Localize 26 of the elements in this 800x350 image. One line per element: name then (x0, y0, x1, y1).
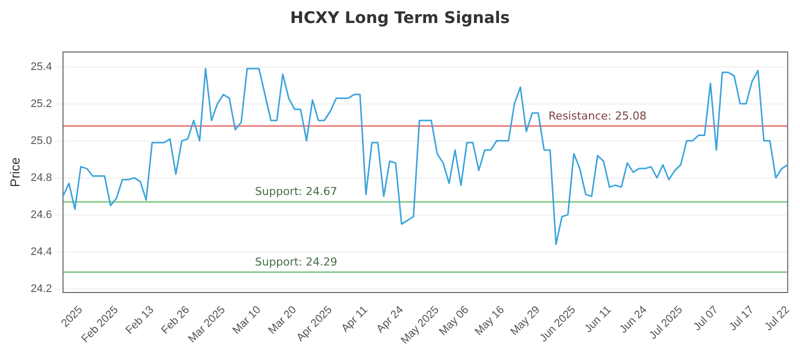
x-tick-label: Feb 13 (124, 304, 156, 337)
ref-line-label: Resistance: 25.08 (548, 109, 646, 122)
x-tick-label: Jun 11 (582, 304, 614, 336)
ref-line-label: Support: 24.29 (255, 256, 338, 269)
y-axis-title: Price (7, 157, 22, 188)
x-tick-label: Feb 26 (159, 304, 192, 337)
ref-line-label: Support: 24.67 (255, 185, 338, 198)
x-tick-label: May 06 (437, 304, 472, 338)
x-tick-label: Jul 22 (762, 304, 792, 334)
x-tick-label: Mar 10 (230, 304, 264, 337)
y-tick-label: 25.0 (30, 134, 52, 147)
x-tick-label: May 16 (472, 304, 507, 338)
chart-title: HCXY Long Term Signals (289, 7, 511, 29)
x-tick-label: Apr 11 (339, 304, 370, 335)
x-tick-label: Apr 24 (374, 304, 406, 336)
x-tick-label: Jun 24 (618, 304, 650, 336)
y-tick-label: 25.2 (30, 98, 52, 110)
y-tick-label: 24.4 (30, 246, 52, 258)
y-tick-label: 24.6 (30, 208, 52, 221)
x-tick-label: May 29 (508, 304, 542, 338)
y-tick-label: 24.2 (30, 282, 52, 295)
x-tick-label: Mar 20 (266, 304, 299, 337)
x-tick-label: Jul 07 (691, 304, 721, 334)
y-tick-label: 24.8 (30, 172, 52, 184)
x-tick-label: Jul 17 (727, 304, 756, 334)
y-tick-label: 25.4 (30, 60, 52, 73)
